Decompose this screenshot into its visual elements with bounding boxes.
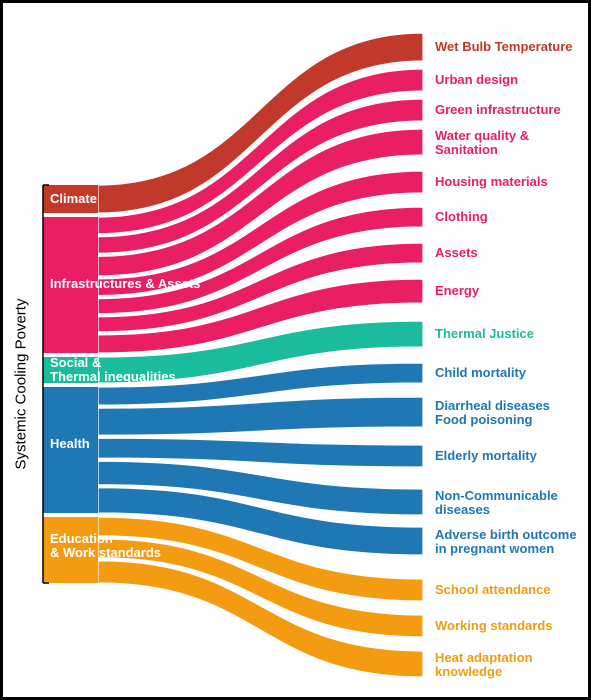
target-label-ncd: Non-Communicable <box>435 488 558 503</box>
target-label-clothing: Clothing <box>435 209 488 224</box>
target-label2-heatadapt: knowledge <box>435 664 502 679</box>
target-label2-ncd: diseases <box>435 502 490 517</box>
target-label-water: Water quality & <box>435 128 529 143</box>
target-label-urban: Urban design <box>435 72 518 87</box>
source-label2-edu: & Work standards <box>50 545 161 560</box>
target-label-school: School attendance <box>435 582 551 597</box>
diagram-frame: { "diagram": { "type": "sankey", "width"… <box>0 0 591 700</box>
source-label-edu: Education <box>50 531 113 546</box>
target-label-energy: Energy <box>435 283 480 298</box>
target-label-thermal: Thermal Justice <box>435 326 534 341</box>
target-label2-diarrheal: Food poisoning <box>435 412 533 427</box>
target-label2-birth: in pregnant women <box>435 541 554 556</box>
sankey-diagram: ClimateInfrastructures & AssetsSocial &T… <box>3 3 591 700</box>
target-label-green: Green infrastructure <box>435 102 561 117</box>
source-label-climate: Climate <box>50 191 97 206</box>
target-label-assets: Assets <box>435 245 478 260</box>
source-label-health: Health <box>50 436 90 451</box>
target-label-birth: Adverse birth outcome <box>435 527 577 542</box>
target-label-elderly: Elderly mortality <box>435 448 538 463</box>
target-label-working: Working standards <box>435 618 553 633</box>
target-label-housing: Housing materials <box>435 174 548 189</box>
axis-title: Systemic Cooling Poverty <box>13 299 30 470</box>
target-label-heatadapt: Heat adaptation <box>435 650 533 665</box>
target-label-diarrheal: Diarrheal diseases <box>435 398 550 413</box>
target-label-wetbulb: Wet Bulb Temperature <box>435 39 572 54</box>
source-label2-social: Thermal inequalities <box>50 369 176 384</box>
source-label-infra: Infrastructures & Assets <box>50 276 201 291</box>
target-label-childmort: Child mortality <box>435 365 527 380</box>
target-label2-water: Sanitation <box>435 142 498 157</box>
source-label-social: Social & <box>50 355 101 370</box>
